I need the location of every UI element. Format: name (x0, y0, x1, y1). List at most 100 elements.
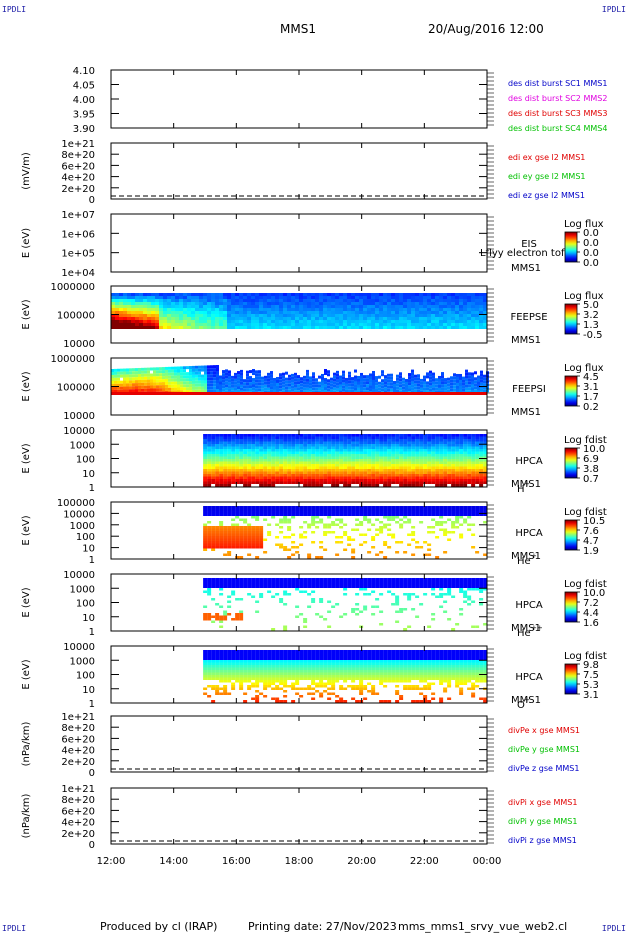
ytick-label-hpca_he: 1000 (70, 521, 95, 532)
instrument-sub-hpca_h: MMS1 (511, 479, 541, 490)
ytick-label-des: 4.10 (73, 66, 95, 77)
legend-entry-edi: edi ez gse l2 MMS1 (508, 191, 585, 200)
spacecraft-title: MMS1 (280, 22, 316, 36)
colorbar-eis (564, 231, 578, 263)
spectrogram-feepsi (111, 365, 489, 395)
species-charge-hpca_he: + (531, 552, 537, 560)
ytick-label-des: 3.90 (73, 124, 95, 135)
ytick-label-hpca_he: 100 (76, 532, 95, 543)
axes-box-edi (110, 142, 488, 200)
ytick-label-hpca_hepp: 100 (76, 599, 95, 610)
ytick-label-feepse: 1000000 (50, 282, 95, 293)
colorbar-tick-label-hpca_he: 1.9 (583, 546, 599, 557)
colorbar-tick-label-hpca_h: 3.8 (583, 464, 599, 475)
ytick-label-divpe: 6e+20 (61, 734, 95, 745)
ytick-label-eis: 1e+04 (61, 268, 95, 279)
footer-printing-date: Printing date: 27/Nov/2023 (248, 920, 397, 933)
axes-box-divpi (110, 787, 488, 845)
colorbar-tick-label-hpca_o: 9.8 (583, 660, 599, 671)
colorbar-feepse (564, 303, 578, 335)
ytick-label-feepse: 10000 (63, 339, 95, 350)
colorbar-tick-label-hpca_hepp: 4.4 (583, 608, 599, 619)
ytick-label-divpe: 0 (89, 768, 95, 779)
colorbar-title-hpca_hepp: Log fdist (564, 579, 607, 590)
xtick-label: 14:00 (159, 856, 188, 867)
colorbar-tick-label-feepsi: 1.7 (583, 392, 599, 403)
ytick-label-hpca_h: 1000 (70, 440, 95, 451)
colorbar-tick-label-hpca_he: 4.7 (583, 536, 599, 547)
panel-eis: 1e+07 1e+06 1e+05 1e+04 E (eV) EIS MMS1 Lflyy e… (21, 210, 604, 279)
legend-entry-des: des dist burst SC2 MMS2 (508, 94, 607, 103)
ytick-label-hpca_o: 10 (82, 685, 95, 696)
ytick-label-hpca_he: 10000 (63, 509, 95, 520)
legend-entry-divpi: divPi y gse MMS1 (508, 817, 577, 826)
species-label-hpca_h: H (517, 484, 525, 495)
ylabel-feepse: E (eV) (21, 299, 32, 329)
xtick-label: 20:00 (347, 856, 376, 867)
legend-entry-divpe: divPe z gse MMS1 (508, 764, 579, 773)
colorbar-tick-label-eis: 0.0 (583, 238, 599, 249)
ylabel-divpi: (nPa/km) (21, 794, 32, 839)
panel-feepsi: 1000000 100000 10000 E (eV) FEEPSI MMS1 Log fl… (21, 354, 604, 422)
ytick-label-feepsi: 100000 (57, 383, 95, 394)
ytick-label-des: 4.00 (73, 95, 95, 106)
ytick-label-hpca_hepp: 1 (89, 627, 95, 638)
colorbar-hpca_he (564, 519, 578, 551)
ytick-label-edi: 1e+21 (61, 139, 95, 150)
colorbar-tick-label-hpca_hepp: 1.6 (583, 618, 599, 629)
ytick-label-divpe: 1e+21 (61, 712, 95, 723)
colorbar-title-feepsi: Log flux (564, 363, 604, 374)
colorbar-tick-label-hpca_h: 10.0 (583, 444, 605, 455)
ytick-label-hpca_h: 100 (76, 455, 95, 466)
ylabel-hpca_o: E (eV) (21, 659, 32, 689)
colorbar-tick-label-hpca_he: 7.6 (583, 526, 599, 537)
ytick-label-des: 3.95 (73, 110, 95, 121)
ylabel-hpca_hepp: E (eV) (21, 587, 32, 617)
instrument-label-eis: EIS (521, 239, 537, 250)
legend-entry-divpe: divPe y gse MMS1 (508, 745, 580, 754)
colorbar-title-hpca_he: Log fdist (564, 507, 607, 518)
spectrogram-hpca_he (203, 506, 488, 559)
panel-des: 4.10 4.05 4.00 3.95 3.90 des dist burst SC1 M… (73, 66, 608, 135)
ytick-label-edi: 6e+20 (61, 161, 95, 172)
ylabel-hpca_he: E (eV) (21, 515, 32, 545)
ytick-label-feepsi: 1000000 (50, 354, 95, 365)
footer-producer: Produced by cl (IRAP) (100, 920, 218, 933)
colorbar-hpca_h (564, 447, 578, 479)
instrument-sub-eis: MMS1 (511, 263, 541, 274)
instrument-sub-feepsi: MMS1 (511, 407, 541, 418)
colorbar-tick-label-feepsi: 0.2 (583, 402, 599, 413)
instrument-sub-feepse: MMS1 (511, 335, 541, 346)
instrument-label-hpca_he: HPCA (515, 528, 543, 539)
colorbar-hpca_o (564, 663, 578, 695)
ytick-label-divpe: 4e+20 (61, 746, 95, 757)
legend-entry-edi: edi ey gse l2 MMS1 (508, 172, 586, 181)
corner-label-tl: IPDLI (2, 5, 27, 14)
ytick-label-divpi: 1e+21 (61, 784, 95, 795)
colorbar-tick-label-feepse: 3.2 (583, 310, 599, 321)
colorbar-title-feepse: Log flux (564, 291, 604, 302)
panel-feepse: 1000000 100000 10000 E (eV) FEEPSE MMS1 Log fl… (21, 282, 604, 350)
ytick-label-eis: 1e+06 (61, 229, 95, 240)
ylabel-eis: E (eV) (21, 228, 32, 258)
ytick-label-hpca_hepp: 1000 (70, 584, 95, 595)
axes-box-divpe (110, 715, 488, 773)
colorbar-tick-label-feepse: -0.5 (583, 330, 603, 341)
species-label-hpca_he: He (517, 556, 531, 567)
colorbar-tick-label-eis: 0.0 (583, 258, 599, 269)
instrument-sub-hpca_hepp: MMS1 (511, 623, 541, 634)
ytick-label-hpca_o: 10000 (63, 642, 95, 653)
ytick-label-divpi: 6e+20 (61, 806, 95, 817)
ytick-label-hpca_h: 10 (82, 469, 95, 480)
ytick-label-hpca_o: 100 (76, 671, 95, 682)
spectrogram-hpca_o (203, 650, 488, 703)
colorbar-tick-label-hpca_hepp: 7.2 (583, 598, 599, 609)
ytick-label-hpca_h: 1 (89, 483, 95, 494)
spectrogram-hpca_hepp (203, 578, 488, 631)
colorbar-tick-label-hpca_h: 6.9 (583, 454, 599, 465)
